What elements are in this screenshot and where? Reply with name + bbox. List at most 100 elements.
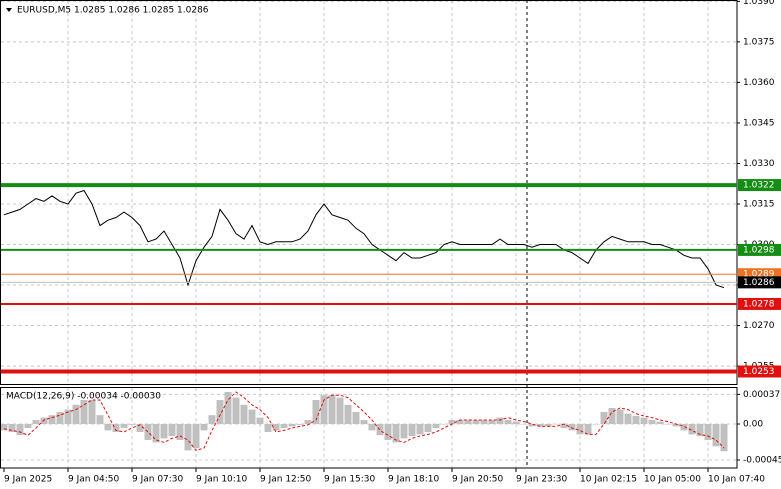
macd-bar [616,409,624,424]
level-label: 1.0253 [743,367,775,377]
macd-bar [432,424,440,428]
macd-bar [528,424,536,427]
macd-bar [448,420,456,424]
macd-bar [712,424,720,447]
level-label-bg [738,243,781,256]
macd-bar [648,420,656,424]
macd-bar [408,424,416,436]
macd-bar [672,424,680,427]
x-tick-label: 9 Jan 18:10 [388,475,440,485]
y-tick-label: 1.0315 [743,199,775,209]
macd-bar [688,424,696,435]
macd-bar [80,400,88,424]
x-tick-label: 9 Jan 23:30 [516,475,568,485]
macd-bar [56,412,64,424]
macd-bar [696,424,704,436]
macd-bar [104,424,112,431]
macd-bar [136,424,144,432]
macd-bar [624,413,632,424]
macd-bar [568,424,576,431]
macd-bar [592,424,600,425]
macd-bar [352,412,360,424]
macd-bar [224,392,232,424]
macd-bar [16,424,24,436]
x-tick-label: 10 Jan 07:40 [708,475,765,485]
macd-bar [328,395,336,424]
macd-bar [664,424,672,425]
macd-bar [48,415,56,424]
macd-bar [40,417,48,424]
macd-header: MACD(12,26,9) -0.00034 -0.00030 [6,392,161,402]
x-tick-label: 10 Jan 02:15 [580,475,637,485]
macd-bar [8,424,16,432]
macd-bar [560,424,568,428]
macd-bar [344,404,352,424]
macd-bar [160,424,168,439]
macd-bar [608,408,616,424]
macd-bar [72,404,80,424]
macd-bar [320,395,328,424]
macd-bar [632,416,640,424]
macd-bar [584,424,592,435]
x-tick-label: 9 Jan 15:30 [324,475,376,485]
macd-bar [704,424,712,440]
macd-bar [392,424,400,443]
macd-bar [600,412,608,424]
y-tick-label: 1.0330 [743,159,775,169]
macd-bar [208,415,216,424]
y-tick-label: 0.00 [743,420,763,430]
price-line [3,189,725,289]
macd-bar [496,417,504,424]
x-tick-label: 9 Jan 07:30 [132,475,184,485]
macd-bar [488,420,496,424]
x-tick-label: 9 Jan 04:50 [68,475,120,485]
menu-icon[interactable] [6,8,12,12]
y-tick-label: -0.00045 [743,456,781,466]
macd-bar [112,424,120,432]
macd-bar [552,424,560,425]
level-label-bg [738,365,781,378]
macd-bar [216,400,224,424]
macd-bar [288,424,296,427]
y-tick-label: 0.00037 [743,390,780,400]
macd-bar [640,417,648,424]
plot-layer [0,0,737,467]
macd-bar [464,420,472,424]
macd-bar [440,424,448,425]
macd-bar [200,424,208,431]
level-label: 1.0278 [743,299,775,309]
y-tick-label: 1.0375 [743,37,775,47]
macd-bar [312,400,320,424]
macd-bar [24,424,32,428]
macd-bar [144,424,152,440]
macd-bar [544,424,552,427]
macd-frame [0,387,738,469]
macd-bar [576,424,584,435]
macd-bar [0,424,8,431]
macd-bar [88,400,96,424]
macd-bar [184,424,192,451]
macd-bar [424,424,432,432]
macd-bar [168,424,176,436]
y-tick-label: 1.0345 [743,118,775,128]
macd-bar [256,417,264,424]
level-label: 1.0286 [743,278,775,288]
x-tick-label: 10 Jan 05:00 [644,475,701,485]
macd-bar [472,420,480,424]
macd-bar [480,420,488,424]
macd-bar [176,424,184,440]
x-tick-label: 9 Jan 12:50 [260,475,312,485]
macd-bar [360,420,368,424]
macd-bar [240,404,248,424]
macd-bar [64,409,72,424]
y-tick-label: 1.0360 [743,78,775,88]
y-tick-label: 1.0270 [743,321,775,331]
macd-bar [512,421,520,424]
macd-bar [280,424,288,428]
macd-bar [400,424,408,439]
macd-bar [416,424,424,435]
macd-bar [368,424,376,431]
macd-bar [120,424,128,428]
x-tick-label: 9 Jan 2025 [4,475,52,485]
